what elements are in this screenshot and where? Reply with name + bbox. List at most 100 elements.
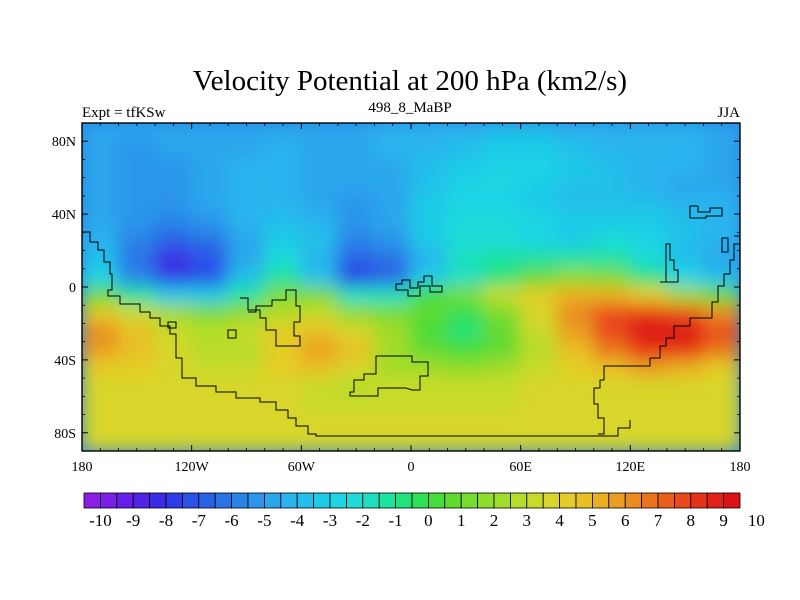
field-cell [227, 395, 266, 416]
field-cell [592, 340, 632, 361]
field-cell [665, 322, 705, 343]
field-cell [300, 231, 339, 252]
field-cell [556, 249, 595, 270]
field-cell [190, 340, 230, 361]
field-cell [446, 340, 486, 361]
field-cell [519, 123, 559, 143]
field-cell [117, 158, 157, 179]
field-cell [446, 249, 486, 270]
field-cell [373, 267, 412, 288]
field-cell [117, 140, 157, 161]
colorbar-box [575, 492, 593, 509]
field-cell [556, 194, 595, 216]
field-cell [483, 213, 522, 234]
field-cell [336, 413, 376, 434]
field-cell [483, 231, 522, 252]
field-cell [556, 340, 595, 361]
colorbar-box [608, 492, 626, 509]
field-cell [154, 231, 193, 252]
x-tick-label: 120W [175, 460, 210, 475]
field-cell [227, 286, 266, 307]
field-cell [117, 231, 157, 252]
field-cell [702, 358, 740, 380]
field-cell [519, 213, 559, 234]
field-cell [227, 176, 266, 197]
field-cell [227, 140, 266, 161]
field-cell [263, 249, 303, 270]
colorbar-label: -8 [159, 511, 173, 530]
field-cell [117, 176, 157, 197]
field-cell [483, 140, 522, 161]
field-cell [446, 377, 486, 398]
field-cell [227, 249, 266, 270]
field-cell [483, 358, 522, 380]
field-cell [483, 340, 522, 361]
colorbar-box [395, 492, 413, 509]
field-cell [410, 194, 449, 216]
field-cell [592, 286, 632, 307]
field-cell [263, 123, 303, 143]
field-cell [446, 231, 486, 252]
field-cell [373, 123, 412, 143]
continent-outlines [82, 205, 740, 437]
field-cell [702, 431, 740, 451]
field-cell [336, 377, 376, 398]
colorbar-box [641, 492, 659, 509]
field-cell [446, 286, 486, 307]
colorbar-box [100, 492, 118, 509]
field-cell [702, 249, 740, 270]
field-cell [263, 231, 303, 252]
field-cell [227, 123, 266, 143]
field-cell [410, 213, 449, 234]
field-cell [446, 140, 486, 161]
field-cell [629, 304, 668, 325]
field-cell [702, 395, 740, 416]
field-cell [154, 431, 193, 451]
field-cell [665, 176, 705, 197]
field-cell [556, 395, 595, 416]
field-cell [336, 358, 376, 380]
field-cell [702, 176, 740, 197]
colorbar-label: 5 [588, 511, 597, 530]
field-cell [665, 194, 705, 216]
y-tick-label: 80S [54, 427, 76, 442]
axes: 180 120W 60W 0 60E 120E 180 80N 40N 0 40S 80S [52, 122, 751, 475]
field-cell [410, 413, 449, 434]
field-cell [592, 140, 632, 161]
field-cell [519, 231, 559, 252]
field-cell [82, 340, 120, 361]
field-cell [410, 176, 449, 197]
coastline-japan [689, 205, 723, 219]
field-cell [263, 358, 303, 380]
colorbar-box [477, 492, 495, 509]
field-cell [556, 213, 595, 234]
field-cell [300, 267, 339, 288]
field-cell [702, 213, 740, 234]
field-cell [154, 123, 193, 143]
x-tick-label: 180 [72, 460, 93, 475]
field-cell [556, 158, 595, 179]
colorbar-label: -6 [225, 511, 239, 530]
field-cell [629, 413, 668, 434]
field-cell [227, 213, 266, 234]
colorbar-label: 3 [523, 511, 532, 530]
field-cell [373, 249, 412, 270]
field-cell [190, 140, 230, 161]
field-cell [300, 158, 339, 179]
coastline-south-america [240, 289, 301, 347]
field-cell [336, 213, 376, 234]
field-cell [263, 395, 303, 416]
field-cell [263, 413, 303, 434]
field-cell [629, 194, 668, 216]
field-cell [373, 395, 412, 416]
field-cell [592, 358, 632, 380]
field-cell [117, 358, 157, 380]
field-cell [410, 158, 449, 179]
colorbar-box [296, 492, 315, 509]
field-cell [556, 231, 595, 252]
case-label: 498_8_MaBP [368, 100, 451, 116]
field-cell [592, 194, 632, 216]
field-cell [227, 322, 266, 343]
field-cell [446, 358, 486, 380]
colorbar-label: -5 [257, 511, 271, 530]
